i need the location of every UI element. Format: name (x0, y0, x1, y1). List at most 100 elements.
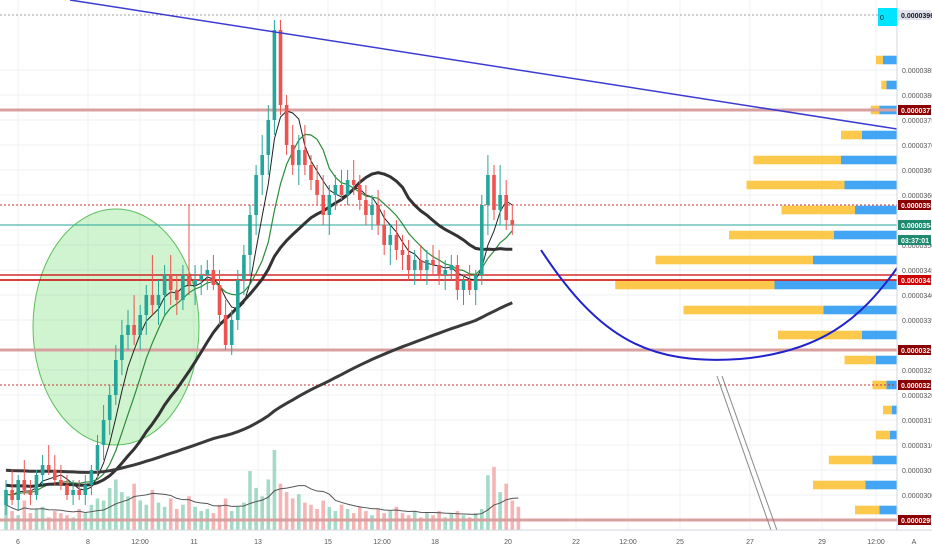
candle-body (473, 275, 478, 290)
volume-bar (303, 502, 307, 530)
volume-profile-down-bar (844, 180, 897, 190)
candle-body (419, 260, 423, 270)
time-tick-label: 12:00 (619, 539, 637, 546)
price-marker-label: 0.0000358 (901, 203, 932, 210)
descending-trendline[interactable] (69, 0, 898, 130)
candle-body (431, 260, 435, 265)
candle-body (449, 265, 454, 270)
volume-bar (516, 506, 521, 530)
candle-body (236, 280, 240, 320)
volume-bar (358, 506, 362, 530)
rounding-bottom-arc[interactable] (540, 249, 898, 361)
time-axis-background (0, 530, 932, 550)
price-tick-label: 0.0000345 (902, 268, 932, 275)
volume-bar (28, 513, 33, 530)
drawing-tools[interactable] (69, 0, 898, 550)
candle-body (77, 490, 81, 495)
volume-bar (278, 483, 283, 530)
price-marker-label: 0.0000343 (901, 278, 932, 285)
candle-body (437, 265, 441, 275)
candle-body (461, 280, 466, 290)
volume-bar (260, 496, 264, 530)
candle-body (107, 395, 112, 420)
price-tick-label: 0.0000385 (902, 68, 932, 75)
candle-body (266, 120, 271, 155)
candle-body (278, 30, 283, 105)
volume-bar (114, 479, 118, 530)
candle-body (205, 270, 210, 275)
top-price-badge[interactable] (878, 8, 897, 26)
highlight-circle[interactable] (32, 208, 200, 446)
time-tick-label: 15 (324, 539, 332, 546)
volume-bar (327, 506, 332, 530)
volume-profile (615, 55, 897, 515)
candle-body (284, 105, 289, 145)
candle-body (34, 475, 39, 495)
volume-bar (223, 498, 228, 530)
candle-body (492, 175, 496, 210)
volume-bar (187, 496, 191, 530)
candle-body (150, 295, 155, 305)
volume-bar (83, 513, 88, 530)
volume-bar (394, 506, 399, 530)
volume-profile-up-bar (876, 430, 890, 440)
candle-body (327, 195, 332, 215)
highlight-circle-drawing[interactable] (32, 208, 200, 446)
grid-lines (0, 0, 897, 530)
volume-bar (193, 506, 197, 530)
price-tick-label: 0.0000365 (902, 168, 932, 175)
volume-bar (101, 500, 106, 530)
candle-body (248, 215, 252, 255)
top-price-badge-label: 0 (880, 15, 884, 22)
volume-bar (272, 450, 277, 530)
candle-body (309, 165, 313, 180)
volume-bar (242, 502, 246, 530)
price-marker (898, 200, 931, 210)
candle-body (217, 285, 222, 315)
volume-bar (46, 517, 51, 530)
volume-profile-up-bar (729, 230, 834, 240)
candle-body (168, 275, 173, 290)
volume-bar (59, 513, 63, 530)
candle-body (382, 225, 386, 245)
volume-bar (504, 483, 508, 530)
volume-profile-up-bar (844, 355, 876, 365)
candle-body (89, 470, 94, 485)
volume-bar (217, 504, 222, 530)
time-axis[interactable]: 6 8 12:00 11 13 15 12:00 18 20 22 12:00 25 27 29 12:00… (0, 529, 932, 550)
candle-body (406, 255, 411, 270)
projection-line-left[interactable] (716, 375, 779, 550)
candle-body (364, 200, 368, 215)
price-tick-label: 0.0000325 (902, 368, 932, 375)
time-tick-label: 13 (254, 539, 262, 546)
volume-ma-line (5, 485, 519, 515)
volume-bar (89, 504, 94, 530)
time-tick-label: 22 (572, 539, 580, 546)
candle-body (321, 195, 325, 215)
price-axis[interactable]: 0.0000385 0.0000380 0.0000375 0.0000370 0.00… (878, 0, 932, 550)
candle-body (303, 150, 307, 165)
candle-body (297, 150, 301, 165)
volume-bar (321, 500, 325, 530)
candle-body (467, 280, 472, 290)
volume-bar (95, 498, 100, 530)
candle-body (388, 235, 393, 245)
price-tick-label: 0.0000370 (902, 143, 932, 150)
axis-auto-scale-button[interactable]: A (912, 539, 917, 546)
projection-line-right[interactable] (721, 375, 785, 550)
candle-body (22, 480, 27, 490)
price-tick-label: 0.0000375 (902, 118, 932, 125)
price-tick-label: 0.0000335 (902, 318, 932, 325)
volume-bar (65, 515, 69, 530)
price-marker-label: 0.0000329 (901, 348, 932, 355)
price-marker (898, 10, 931, 20)
candle-body (162, 275, 167, 295)
price-marker-label: 0.0000322 (901, 383, 932, 390)
price-marker (898, 345, 931, 355)
volume-bar (400, 513, 405, 530)
candle-body (132, 325, 136, 335)
candle-body (65, 485, 69, 495)
price-tick-label: 0.0000305 (902, 468, 932, 475)
volume-bar (156, 502, 161, 530)
